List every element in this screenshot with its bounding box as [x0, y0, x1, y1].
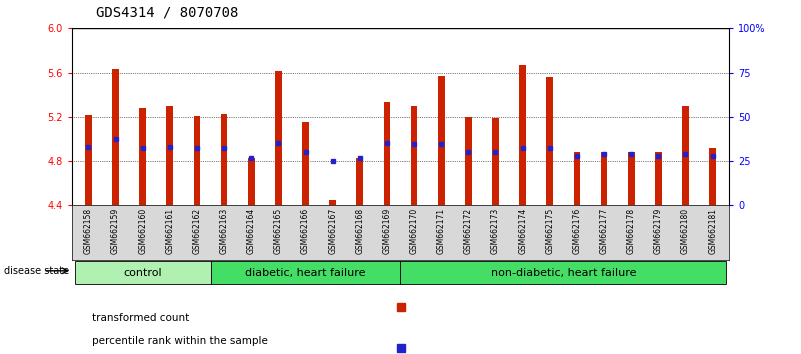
- Bar: [112, 69, 119, 205]
- Bar: [302, 122, 309, 205]
- Bar: [411, 106, 417, 205]
- Text: GSM662174: GSM662174: [518, 208, 527, 254]
- Bar: [709, 148, 716, 205]
- Bar: [139, 108, 146, 205]
- Bar: [356, 158, 363, 205]
- Text: GDS4314 / 8070708: GDS4314 / 8070708: [96, 5, 239, 19]
- Bar: [601, 152, 607, 205]
- Bar: [655, 152, 662, 205]
- Text: disease state: disease state: [4, 266, 69, 276]
- Text: non-diabetic, heart failure: non-diabetic, heart failure: [490, 268, 636, 278]
- Text: GSM662175: GSM662175: [545, 208, 554, 254]
- Bar: [194, 116, 200, 205]
- Text: transformed count: transformed count: [92, 313, 189, 323]
- Text: GSM662181: GSM662181: [708, 208, 717, 254]
- Text: GSM662165: GSM662165: [274, 208, 283, 254]
- Text: diabetic, heart failure: diabetic, heart failure: [245, 268, 366, 278]
- Bar: [465, 117, 472, 205]
- Bar: [384, 102, 390, 205]
- FancyBboxPatch shape: [74, 261, 211, 284]
- Bar: [682, 106, 689, 205]
- Text: GSM662161: GSM662161: [165, 208, 175, 254]
- Text: GSM662168: GSM662168: [356, 208, 364, 254]
- Bar: [438, 76, 445, 205]
- Text: GSM662173: GSM662173: [491, 208, 500, 254]
- Bar: [329, 200, 336, 205]
- Bar: [167, 106, 173, 205]
- Text: GSM662167: GSM662167: [328, 208, 337, 254]
- Text: percentile rank within the sample: percentile rank within the sample: [92, 336, 268, 346]
- Bar: [275, 72, 282, 205]
- Bar: [248, 158, 255, 205]
- Text: GSM662158: GSM662158: [84, 208, 93, 254]
- Text: control: control: [123, 268, 162, 278]
- Bar: [85, 115, 92, 205]
- Text: GSM662160: GSM662160: [138, 208, 147, 254]
- Bar: [628, 152, 634, 205]
- Bar: [492, 118, 499, 205]
- Bar: [519, 65, 526, 205]
- Text: GSM662171: GSM662171: [437, 208, 445, 254]
- Bar: [574, 152, 580, 205]
- Bar: [546, 77, 553, 205]
- Text: GSM662180: GSM662180: [681, 208, 690, 254]
- Text: GSM662176: GSM662176: [573, 208, 582, 254]
- Text: GSM662166: GSM662166: [301, 208, 310, 254]
- Text: GSM662179: GSM662179: [654, 208, 663, 254]
- Text: GSM662164: GSM662164: [247, 208, 256, 254]
- Text: GSM662162: GSM662162: [192, 208, 201, 254]
- Text: GSM662163: GSM662163: [219, 208, 228, 254]
- Bar: [221, 114, 227, 205]
- Text: GSM662172: GSM662172: [464, 208, 473, 254]
- Text: GSM662177: GSM662177: [600, 208, 609, 254]
- Text: GSM662169: GSM662169: [382, 208, 392, 254]
- Text: GSM662170: GSM662170: [409, 208, 419, 254]
- Text: GSM662178: GSM662178: [626, 208, 636, 254]
- FancyBboxPatch shape: [400, 261, 727, 284]
- FancyBboxPatch shape: [211, 261, 400, 284]
- Text: GSM662159: GSM662159: [111, 208, 120, 254]
